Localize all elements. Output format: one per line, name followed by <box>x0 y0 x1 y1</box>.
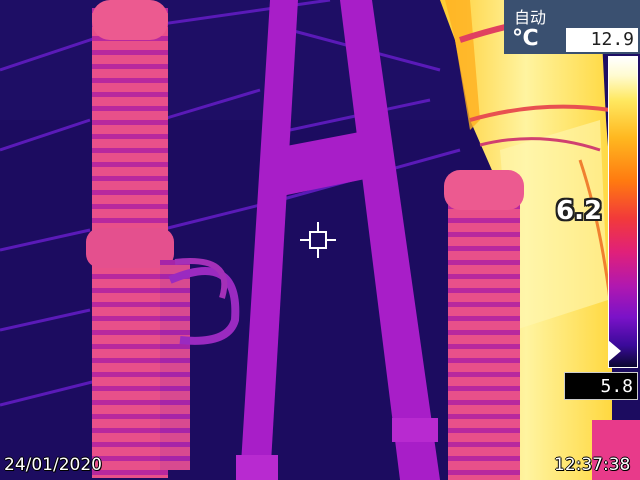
scale-pointer-icon <box>608 340 621 362</box>
insulator-right <box>444 170 524 480</box>
crosshair-icon <box>300 222 336 258</box>
time-stamp: 12:37:38 <box>554 455 631 475</box>
mode-panel: 自动 ℃ 12.9 <box>504 0 640 54</box>
unit-label: ℃ <box>512 26 539 51</box>
color-scale-bar <box>608 56 638 368</box>
min-temperature: 5.8 <box>564 372 638 400</box>
insulator-left <box>86 0 240 478</box>
auto-mode-label[interactable]: 自动 <box>514 8 547 27</box>
date-stamp: 24/01/2020 <box>4 455 102 475</box>
hot-equipment <box>440 0 640 480</box>
max-temperature: 12.9 <box>566 28 638 52</box>
tower-frame <box>236 0 440 480</box>
spot-temperature: 6.2 <box>556 196 603 226</box>
